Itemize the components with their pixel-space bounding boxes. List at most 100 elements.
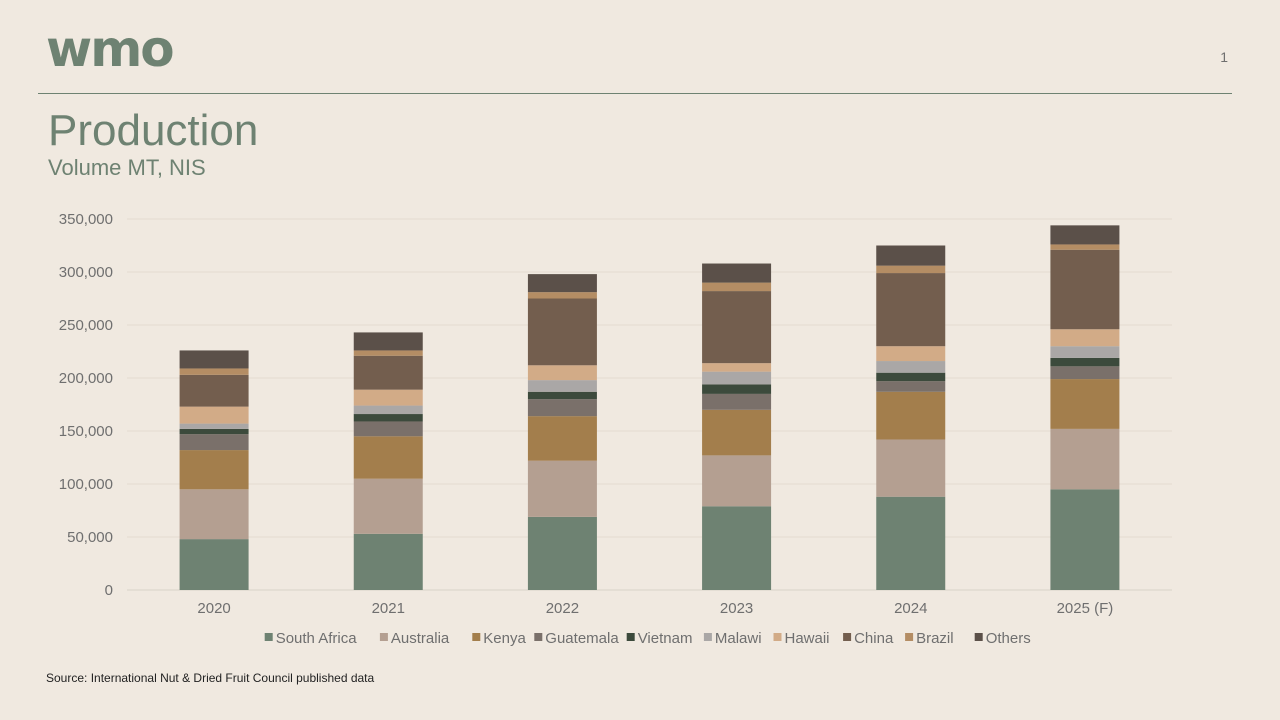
bar-segment xyxy=(702,363,772,372)
bar-segment xyxy=(179,434,249,451)
legend-swatch xyxy=(534,633,543,641)
bar-segment xyxy=(876,372,946,382)
x-tick-label: 2020 xyxy=(197,600,230,617)
bar-segment xyxy=(702,393,772,410)
x-tick-label: 2023 xyxy=(720,600,753,617)
legend-label: Malawi xyxy=(715,630,762,647)
bar-segment xyxy=(527,460,597,517)
bar-segment xyxy=(702,291,772,364)
bar-segment xyxy=(876,346,946,362)
legend-label: Brazil xyxy=(916,630,954,647)
bar-segment xyxy=(527,298,597,366)
bar-segment xyxy=(353,355,423,390)
bar-segment xyxy=(527,516,597,590)
x-tick-label: 2024 xyxy=(894,600,927,617)
page-title: Production xyxy=(48,106,259,155)
bar-segment xyxy=(702,384,772,394)
legend-swatch xyxy=(379,633,388,641)
legend-swatch xyxy=(974,633,983,641)
bar-segment xyxy=(353,414,423,422)
bar-segment xyxy=(527,380,597,392)
x-tick-label: 2022 xyxy=(546,600,579,617)
bar-segment xyxy=(1050,489,1120,590)
bar-segment xyxy=(353,350,423,356)
bar-segment xyxy=(179,450,249,490)
bar-segment xyxy=(527,274,597,293)
legend-label: Kenya xyxy=(483,630,526,647)
bar-segment xyxy=(527,399,597,417)
bar-segment xyxy=(179,423,249,429)
header-divider xyxy=(38,93,1232,94)
y-tick-label: 350,000 xyxy=(59,211,113,228)
bar-segment xyxy=(876,391,946,440)
bar-segment xyxy=(179,428,249,435)
bar-segment xyxy=(353,332,423,351)
bar-segment xyxy=(876,273,946,347)
bar-segment xyxy=(1050,428,1120,490)
legend-swatch xyxy=(264,633,273,641)
bar-segment xyxy=(527,391,597,400)
bar-segment xyxy=(702,409,772,456)
bar-segment xyxy=(1050,329,1120,347)
bar-segment xyxy=(702,371,772,385)
bar-segment xyxy=(353,421,423,437)
bar-segment xyxy=(1050,225,1120,245)
legend-label: South Africa xyxy=(276,630,358,647)
y-tick-label: 300,000 xyxy=(59,264,113,281)
bar-segment xyxy=(1050,249,1120,330)
legend-label: Others xyxy=(986,630,1031,647)
bar-segment xyxy=(527,365,597,381)
legend-label: Guatemala xyxy=(545,630,619,647)
bar-segment xyxy=(876,381,946,392)
bar-segment xyxy=(179,368,249,375)
legend-label: China xyxy=(854,630,894,647)
wmo-logo: wmo xyxy=(46,20,175,78)
legend-label: Vietnam xyxy=(638,630,693,647)
legend-swatch xyxy=(773,633,782,641)
bar-segment xyxy=(179,406,249,424)
bar-segment xyxy=(353,436,423,479)
x-tick-label: 2021 xyxy=(372,600,405,617)
y-tick-label: 0 xyxy=(105,582,113,599)
bar-segment xyxy=(527,292,597,299)
source-note: Source: International Nut & Dried Fruit … xyxy=(46,671,375,685)
bar-segment xyxy=(876,496,946,590)
bar-segment xyxy=(353,533,423,590)
legend-swatch xyxy=(905,633,914,641)
bar-segment xyxy=(527,416,597,461)
bar-segment xyxy=(876,245,946,266)
y-tick-label: 100,000 xyxy=(59,476,113,493)
bar-segment xyxy=(876,361,946,373)
legend-swatch xyxy=(843,633,852,641)
bar-segment xyxy=(1050,357,1120,367)
page-number: 1 xyxy=(1220,49,1228,65)
bar-segment xyxy=(179,539,249,590)
bar-segment xyxy=(179,489,249,540)
bar-segment xyxy=(702,455,772,507)
bar-segment xyxy=(876,439,946,497)
y-tick-label: 200,000 xyxy=(59,370,113,387)
legend-swatch xyxy=(626,633,635,641)
y-tick-label: 150,000 xyxy=(59,423,113,440)
y-tick-label: 250,000 xyxy=(59,317,113,334)
bar-segment xyxy=(353,405,423,415)
bar-segment xyxy=(179,350,249,369)
legend-swatch xyxy=(703,633,712,641)
legend-label: Australia xyxy=(391,630,450,647)
legend-swatch xyxy=(472,633,481,641)
bar-segment xyxy=(1050,366,1120,380)
legend-label: Hawaii xyxy=(785,630,830,647)
bar-segment xyxy=(353,389,423,406)
bar-segment xyxy=(702,506,772,590)
page-subtitle: Volume MT, NIS xyxy=(48,155,206,180)
bar-segment xyxy=(1050,244,1120,250)
bar-segment xyxy=(1050,379,1120,429)
x-tick-label: 2025 (F) xyxy=(1057,600,1114,617)
bar-segment xyxy=(1050,346,1120,358)
bar-segment xyxy=(179,374,249,407)
bar-segment xyxy=(702,263,772,283)
bar-segment xyxy=(876,265,946,274)
bar-segment xyxy=(353,478,423,534)
bar-segment xyxy=(702,282,772,292)
